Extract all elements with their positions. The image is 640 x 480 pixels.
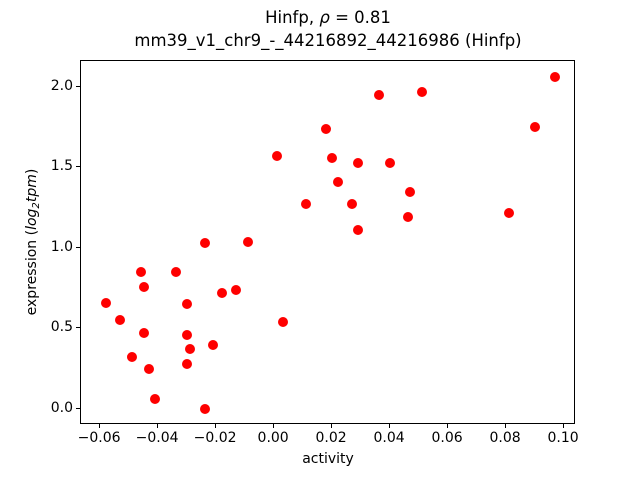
y-tick-label: 1.0 bbox=[50, 238, 73, 255]
data-point bbox=[530, 122, 541, 133]
data-point bbox=[321, 123, 332, 134]
x-tick-label: 0.04 bbox=[373, 430, 405, 446]
y-tick-mark bbox=[76, 327, 80, 329]
data-point bbox=[405, 186, 416, 197]
plot-area bbox=[80, 60, 575, 424]
y-tick-label: 0.5 bbox=[50, 319, 73, 336]
data-point bbox=[199, 403, 210, 414]
chart-title: Hinfp, ρ = 0.81 mm39_v1_chr9_-_44216892_… bbox=[80, 6, 576, 52]
y-label-log: log bbox=[24, 208, 41, 230]
data-point bbox=[231, 284, 242, 295]
x-tick-mark bbox=[331, 424, 333, 428]
x-tick-label: −0.02 bbox=[193, 430, 237, 446]
x-tick-mark bbox=[389, 424, 391, 428]
data-point bbox=[385, 157, 396, 168]
rho-symbol: ρ bbox=[319, 8, 330, 27]
data-point bbox=[100, 297, 111, 308]
y-tick-label: 2.0 bbox=[50, 77, 73, 94]
data-point bbox=[150, 394, 161, 405]
data-point bbox=[277, 317, 288, 328]
x-tick-mark bbox=[157, 424, 159, 428]
data-point bbox=[182, 329, 193, 340]
data-point bbox=[170, 267, 181, 278]
y-tick-mark bbox=[76, 246, 80, 248]
x-tick-label: 0.00 bbox=[257, 430, 289, 446]
data-point bbox=[138, 281, 149, 292]
data-point bbox=[504, 207, 514, 218]
x-tick-label: 0.06 bbox=[431, 430, 463, 446]
x-tick-mark bbox=[99, 424, 101, 428]
data-point bbox=[208, 339, 219, 350]
data-point bbox=[243, 236, 254, 247]
data-point bbox=[135, 267, 146, 278]
data-point bbox=[182, 299, 193, 310]
data-point bbox=[353, 225, 364, 236]
title-gene-prefix: Hinfp, bbox=[265, 8, 320, 27]
data-point bbox=[402, 212, 413, 223]
data-point bbox=[327, 152, 338, 163]
data-point bbox=[353, 157, 364, 168]
data-point bbox=[272, 151, 283, 162]
x-tick-label: 0.10 bbox=[547, 430, 579, 446]
data-point bbox=[216, 288, 227, 299]
x-tick-label: −0.06 bbox=[77, 430, 121, 446]
x-tick-mark bbox=[215, 424, 217, 428]
y-tick-mark bbox=[76, 85, 80, 87]
y-tick-mark bbox=[76, 166, 80, 168]
data-point bbox=[115, 315, 126, 326]
x-tick-label: −0.04 bbox=[135, 430, 179, 446]
data-point bbox=[417, 86, 428, 97]
data-point bbox=[199, 238, 210, 249]
y-label-tpm: tpm bbox=[24, 174, 41, 203]
x-tick-label: 0.08 bbox=[489, 430, 521, 446]
data-point bbox=[373, 89, 384, 100]
data-point bbox=[144, 363, 155, 374]
y-label-log-subscript: 2 bbox=[30, 202, 42, 209]
data-point bbox=[138, 328, 149, 339]
chart-title-line1: Hinfp, ρ = 0.81 bbox=[80, 6, 576, 29]
data-point bbox=[332, 176, 343, 187]
x-tick-label: 0.02 bbox=[315, 430, 347, 446]
data-point bbox=[182, 358, 193, 369]
x-axis-label: activity bbox=[302, 451, 354, 467]
y-tick-mark bbox=[76, 407, 80, 409]
data-point bbox=[301, 199, 312, 210]
x-tick-mark bbox=[447, 424, 449, 428]
x-tick-mark bbox=[563, 424, 565, 428]
data-point bbox=[347, 199, 358, 210]
data-point bbox=[185, 344, 196, 355]
data-point bbox=[127, 352, 138, 363]
y-tick-label: 0.0 bbox=[50, 399, 73, 416]
x-tick-mark bbox=[273, 424, 275, 428]
data-point bbox=[550, 72, 561, 83]
chart-title-line2: mm39_v1_chr9_-_44216892_44216986 (Hinfp) bbox=[134, 31, 522, 50]
x-tick-mark bbox=[505, 424, 507, 428]
title-rho-value: = 0.81 bbox=[329, 8, 391, 27]
y-tick-label: 1.5 bbox=[50, 158, 73, 175]
